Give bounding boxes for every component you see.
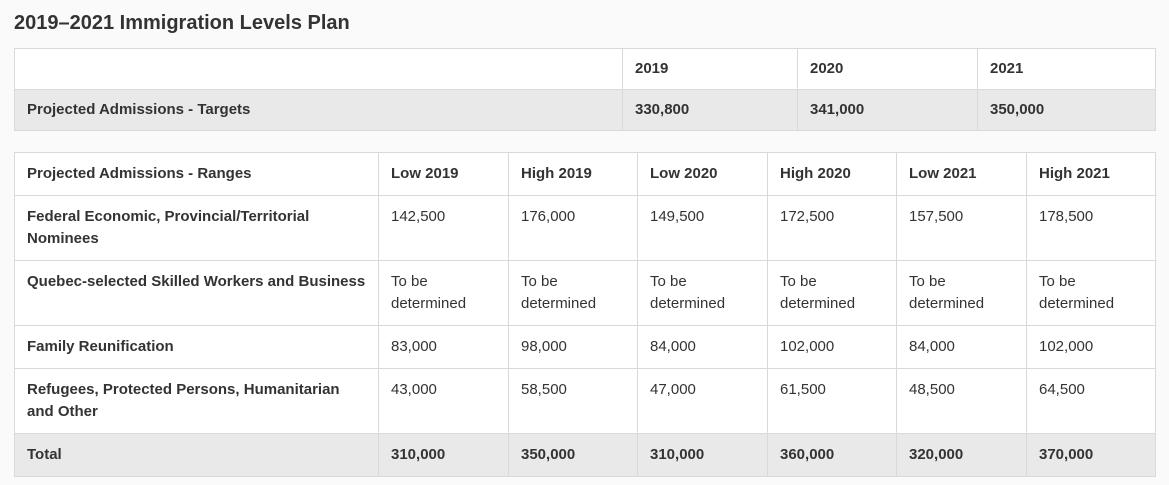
range-value-cell: To be determined — [637, 260, 768, 326]
year-column-header-2020: 2020 — [797, 48, 978, 90]
range-value-cell: To be determined — [767, 260, 897, 326]
corner-cell — [14, 48, 623, 90]
range-value-cell: 102,000 — [1026, 325, 1156, 369]
targets-value-2021: 350,000 — [977, 89, 1156, 131]
targets-row: Projected Admissions - Targets 330,800 3… — [14, 89, 1156, 131]
total-value-cell: 370,000 — [1026, 433, 1156, 477]
range-value-cell: 64,500 — [1026, 368, 1156, 434]
range-column-header-high-2021: High 2021 — [1026, 152, 1156, 196]
year-column-header-2021: 2021 — [977, 48, 1156, 90]
category-row-refugees: Refugees, Protected Persons, Humanitaria… — [14, 368, 1156, 434]
total-value-cell: 350,000 — [508, 433, 638, 477]
range-value-cell: To be determined — [896, 260, 1027, 326]
page-content: 2019–2021 Immigration Levels Plan 2019 2… — [0, 12, 1169, 477]
range-column-header-high-2020: High 2020 — [767, 152, 897, 196]
total-value-cell: 320,000 — [896, 433, 1027, 477]
range-value-cell: To be determined — [1026, 260, 1156, 326]
category-row-quebec-selected: Quebec-selected Skilled Workers and Busi… — [14, 260, 1156, 326]
targets-value-2020: 341,000 — [797, 89, 978, 131]
range-value-cell: 84,000 — [637, 325, 768, 369]
range-value-cell: 61,500 — [767, 368, 897, 434]
range-column-header-high-2019: High 2019 — [508, 152, 638, 196]
range-column-header-low-2021: Low 2021 — [896, 152, 1027, 196]
range-value-cell: 157,500 — [896, 195, 1027, 261]
range-value-cell: 43,000 — [378, 368, 509, 434]
range-value-cell: 83,000 — [378, 325, 509, 369]
range-value-cell: 58,500 — [508, 368, 638, 434]
range-value-cell: 149,500 — [637, 195, 768, 261]
ranges-header-row: Projected Admissions - Ranges Low 2019 H… — [14, 152, 1156, 196]
range-value-cell: To be determined — [508, 260, 638, 326]
targets-value-2019: 330,800 — [622, 89, 798, 131]
range-value-cell: To be determined — [378, 260, 509, 326]
range-value-cell: 178,500 — [1026, 195, 1156, 261]
range-column-header-low-2020: Low 2020 — [637, 152, 768, 196]
range-value-cell: 102,000 — [767, 325, 897, 369]
total-value-cell: 360,000 — [767, 433, 897, 477]
total-value-cell: 310,000 — [378, 433, 509, 477]
range-value-cell: 176,000 — [508, 195, 638, 261]
range-value-cell: 47,000 — [637, 368, 768, 434]
targets-table: 2019 2020 2021 Projected Admissions - Ta… — [14, 48, 1156, 131]
category-label: Family Reunification — [14, 325, 379, 369]
category-label: Quebec-selected Skilled Workers and Busi… — [14, 260, 379, 326]
ranges-table: Projected Admissions - Ranges Low 2019 H… — [14, 152, 1156, 477]
category-label: Federal Economic, Provincial/Territorial… — [14, 195, 379, 261]
range-value-cell: 142,500 — [378, 195, 509, 261]
category-row-federal-economic: Federal Economic, Provincial/Territorial… — [14, 195, 1156, 261]
year-column-header-2019: 2019 — [622, 48, 798, 90]
targets-header-row: 2019 2020 2021 — [14, 48, 1156, 90]
range-value-cell: 98,000 — [508, 325, 638, 369]
page-title: 2019–2021 Immigration Levels Plan — [14, 12, 350, 34]
range-value-cell: 172,500 — [767, 195, 897, 261]
total-value-cell: 310,000 — [637, 433, 768, 477]
range-value-cell: 48,500 — [896, 368, 1027, 434]
category-row-family-reunification: Family Reunification 83,000 98,000 84,00… — [14, 325, 1156, 369]
total-row: Total 310,000 350,000 310,000 360,000 32… — [14, 433, 1156, 477]
total-label: Total — [14, 433, 379, 477]
category-label: Refugees, Protected Persons, Humanitaria… — [14, 368, 379, 434]
targets-row-label: Projected Admissions - Targets — [14, 89, 623, 131]
ranges-header-label: Projected Admissions - Ranges — [14, 152, 379, 196]
range-column-header-low-2019: Low 2019 — [378, 152, 509, 196]
range-value-cell: 84,000 — [896, 325, 1027, 369]
